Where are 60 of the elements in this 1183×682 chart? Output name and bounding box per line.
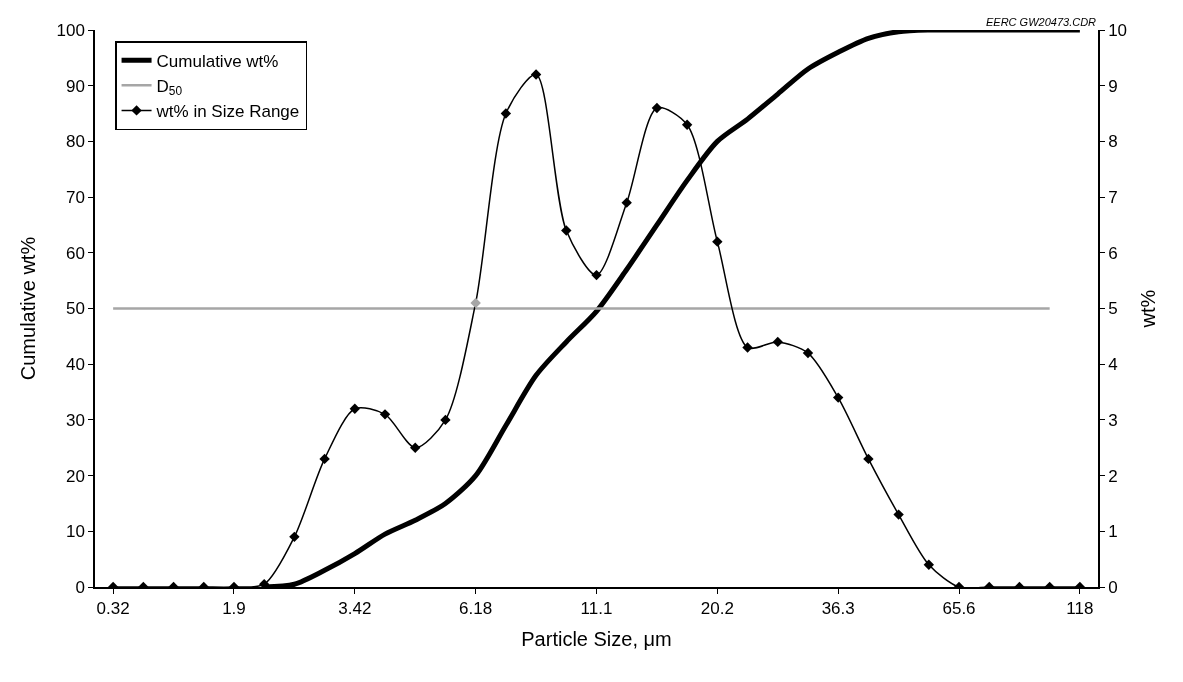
y2-tick-label: 0: [1108, 577, 1118, 597]
point: [470, 297, 481, 309]
y2-tick-label: 1: [1108, 522, 1118, 542]
x-tick-label: 3.42: [338, 599, 372, 619]
y-tick-label: 40: [65, 355, 85, 375]
y-tick-label: 60: [65, 243, 85, 263]
point: [349, 403, 361, 414]
y-tick-label: 70: [65, 188, 85, 208]
y2-tick-label: 7: [1108, 188, 1118, 208]
point: [500, 108, 512, 119]
point: [591, 269, 602, 281]
y-tick-label: 90: [65, 76, 85, 96]
point: [289, 531, 300, 543]
point: [772, 336, 783, 348]
y-tick-label: 10: [65, 522, 85, 542]
point: [742, 342, 753, 353]
y-tick-label: 50: [65, 299, 85, 319]
point: [893, 509, 904, 520]
y2-axis-title: wt%: [1137, 289, 1160, 329]
y-tick-label: 80: [65, 132, 85, 152]
point: [319, 453, 330, 465]
x-axis-title: Particle Size, μm: [521, 628, 672, 651]
y-tick-label: 100: [56, 20, 85, 40]
point: [440, 414, 451, 426]
point: [923, 559, 935, 570]
x-tick-label: 1.9: [222, 599, 246, 619]
y2-tick-label: 5: [1108, 299, 1118, 319]
point: [379, 409, 391, 420]
x-tick-label: 65.6: [942, 599, 976, 619]
legend-label: D$_{50}$: [156, 76, 183, 99]
y2-tick-label: 9: [1108, 76, 1118, 96]
point: [651, 102, 663, 114]
legend-label: wt% in Size Range: [155, 102, 300, 122]
legend-label: Cumulative wt%: [156, 51, 279, 71]
x-tick-label: 118: [1066, 599, 1094, 619]
point: [681, 119, 693, 130]
y2-tick-label: 4: [1108, 355, 1118, 375]
y2-tick-label: 10: [1108, 20, 1128, 40]
x-tick-label: 20.2: [700, 599, 734, 619]
y2-tick-label: 6: [1108, 243, 1118, 263]
y2-tick-label: 3: [1108, 410, 1118, 430]
point: [712, 236, 723, 247]
point: [561, 225, 572, 236]
x-tick-label: 6.18: [459, 599, 493, 619]
x-tick-label: 36.3: [821, 599, 855, 619]
x-tick-label: 11.1: [580, 599, 613, 619]
point: [802, 347, 814, 359]
y-tick-label: 0: [75, 577, 85, 597]
y-axis-title: Cumulative wt%: [17, 236, 40, 381]
y2-tick-label: 2: [1108, 466, 1118, 486]
point: [863, 453, 874, 465]
point: [530, 69, 542, 80]
text: EERC GW20473.CDR: [986, 16, 1097, 28]
y-tick-label: 20: [65, 466, 85, 486]
y-tick-label: 30: [65, 410, 85, 430]
y2-tick-label: 8: [1108, 132, 1118, 152]
point: [410, 442, 421, 453]
x-tick-label: 0.32: [96, 599, 130, 619]
point: [621, 197, 632, 208]
point: [832, 392, 844, 403]
